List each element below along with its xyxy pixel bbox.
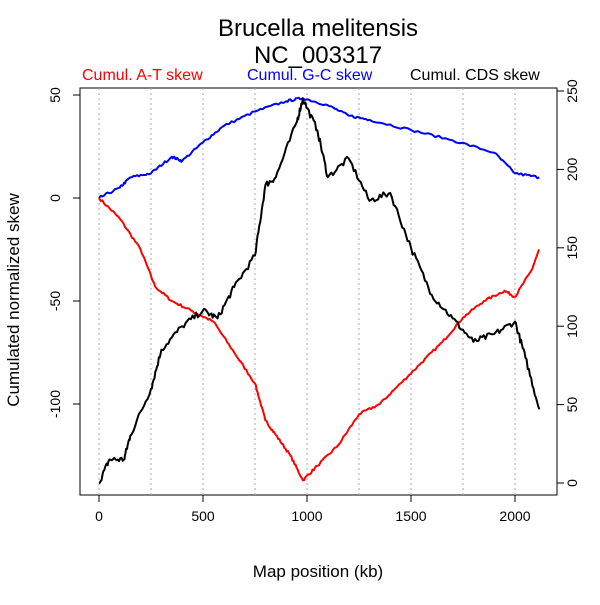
y-right-tick-label: 200	[564, 158, 580, 182]
y-right-tick-label: 250	[564, 79, 580, 103]
y-right-tick-label: 150	[564, 236, 580, 260]
y-left-tick-label: -100	[47, 390, 63, 418]
chart-subtitle: NC_003317	[254, 42, 382, 69]
y-left-tick-label: 0	[47, 194, 63, 202]
y-right-tick-label: 50	[564, 397, 580, 413]
x-tick-label: 2000	[499, 508, 530, 524]
x-tick-label: 500	[191, 508, 215, 524]
chart-title: Brucella melitensis	[218, 15, 418, 42]
x-tick-label: 1500	[395, 508, 426, 524]
y-left-tick-label: 50	[47, 87, 63, 103]
series-line-0	[98, 197, 541, 482]
x-tick-label: 0	[95, 508, 103, 524]
y-right-tick-label: 0	[564, 479, 580, 487]
series-line-2	[98, 97, 541, 484]
plot-frame	[79, 87, 558, 496]
legend-at-skew: Cumul. A-T skew	[82, 67, 203, 84]
y-left-tick-label: -50	[47, 291, 63, 311]
y-axis-label: Cumulated normalized skew	[4, 193, 23, 407]
legend-cds-skew: Cumul. CDS skew	[410, 67, 540, 84]
x-tick-label: 1000	[291, 508, 322, 524]
legend-gc-skew: Cumul. G-C skew	[247, 67, 373, 84]
y-right-tick-label: 100	[564, 314, 580, 338]
series-line-1	[98, 96, 540, 199]
x-axis-label: Map position (kb)	[253, 562, 383, 581]
